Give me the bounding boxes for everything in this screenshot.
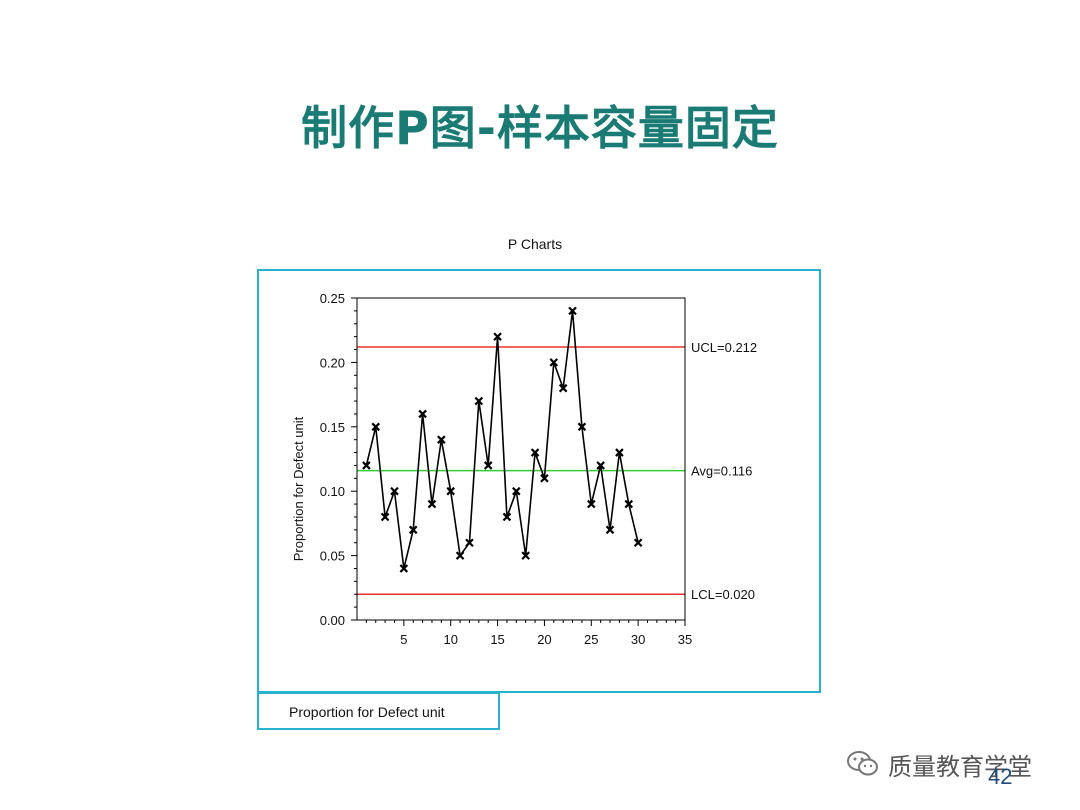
data-point	[399, 564, 409, 573]
data-point	[624, 499, 634, 509]
x-tick-label: 20	[537, 632, 551, 647]
data-point	[380, 512, 390, 522]
control-line-label-0: UCL=0.212	[691, 340, 757, 355]
data-point	[483, 461, 493, 470]
data-point	[633, 538, 643, 547]
wechat-icon	[847, 751, 878, 776]
data-point	[362, 461, 371, 470]
data-point	[530, 448, 540, 457]
legend-box: Proportion for Defect unit	[257, 692, 500, 730]
data-point	[427, 499, 437, 509]
y-tick-label: 0.05	[320, 549, 345, 564]
x-tick-label: 10	[443, 632, 457, 647]
series-line-0	[365, 310, 639, 569]
chart-title: P Charts	[507, 236, 563, 252]
y-tick-label: 0.10	[320, 484, 345, 499]
data-point	[587, 499, 596, 509]
watermark: 质量教育学堂	[846, 746, 1032, 782]
data-point	[540, 474, 549, 483]
data-point	[558, 383, 568, 393]
data-point	[549, 358, 559, 367]
legend-label: Proportion for Defect unit	[289, 704, 445, 720]
data-point	[615, 448, 624, 457]
data-point	[568, 306, 577, 316]
data-point	[596, 461, 605, 470]
x-tick-label: 35	[678, 632, 692, 647]
y-tick-label: 0.00	[320, 613, 345, 628]
data-point	[390, 486, 399, 496]
data-point	[502, 512, 512, 522]
y-axis-label: Proportion for Defect unit	[291, 416, 306, 561]
data-point	[577, 422, 587, 432]
data-point	[493, 332, 502, 341]
x-tick-label: 5	[400, 632, 407, 647]
watermark-text: 质量教育学堂	[888, 752, 1032, 781]
data-point	[446, 486, 455, 496]
data-point	[418, 409, 427, 419]
y-tick-label: 0.15	[320, 420, 345, 435]
data-point	[521, 551, 530, 560]
page-number: 42	[988, 764, 1013, 789]
y-tick-label: 0.20	[320, 355, 345, 370]
x-tick-label: 15	[490, 632, 504, 647]
data-point	[408, 525, 418, 535]
data-point	[371, 422, 381, 432]
data-point	[465, 538, 474, 547]
x-tick-label: 25	[584, 632, 598, 647]
data-point	[455, 551, 465, 560]
data-point	[605, 525, 615, 535]
data-point	[474, 396, 484, 406]
x-tick-label: 30	[631, 632, 645, 647]
data-point	[437, 435, 446, 444]
chart-frame	[257, 269, 821, 693]
data-point	[512, 486, 521, 496]
control-line-label-1: Avg=0.116	[691, 464, 752, 479]
plot-area	[356, 297, 686, 621]
control-line-label-2: LCL=0.020	[691, 587, 755, 602]
slide-title: 制作P图-样本容量固定	[301, 101, 779, 155]
y-tick-label: 0.25	[320, 291, 345, 306]
